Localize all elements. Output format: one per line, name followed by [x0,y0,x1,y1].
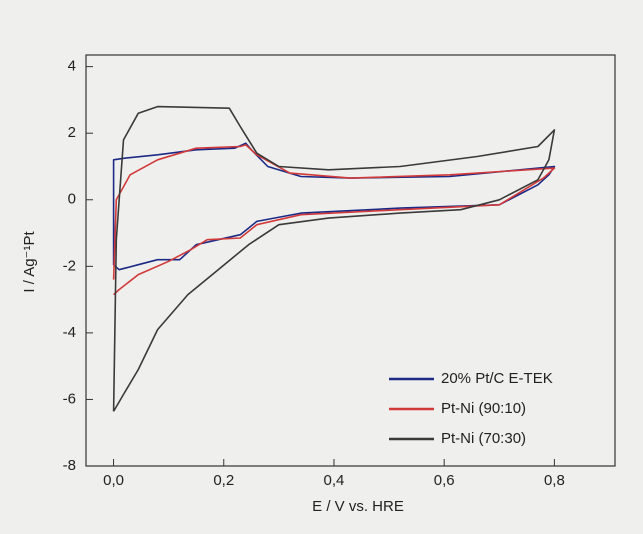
y-tick-label: -8 [63,457,76,474]
x-tick-label: 0,2 [213,472,234,489]
x-tick-label: 0,0 [103,472,124,489]
plot-frame [85,54,616,467]
data-line [112,144,556,296]
x-axis-label: E / V vs. HRE [312,498,404,515]
x-tick-label: 0,4 [324,472,345,489]
y-tick-label: -4 [63,324,76,341]
y-tick-label: 4 [68,58,76,75]
y-tick-label: 2 [68,124,76,141]
x-tick-label: 0,6 [434,472,455,489]
data-line [112,105,556,412]
data-line [112,142,556,271]
y-axis-label: I / Ag⁻¹Pt [21,231,38,293]
y-tick-label: -6 [63,390,76,407]
x-tick-label: 0,8 [544,472,565,489]
y-tick-label: -2 [63,257,76,274]
y-tick-label: 0 [68,191,76,208]
legend-label: Pt-Ni (90:10) [441,400,526,417]
legend-label: Pt-Ni (70:30) [441,430,526,447]
legend-label: 20% Pt/C E-TEK [441,370,553,387]
